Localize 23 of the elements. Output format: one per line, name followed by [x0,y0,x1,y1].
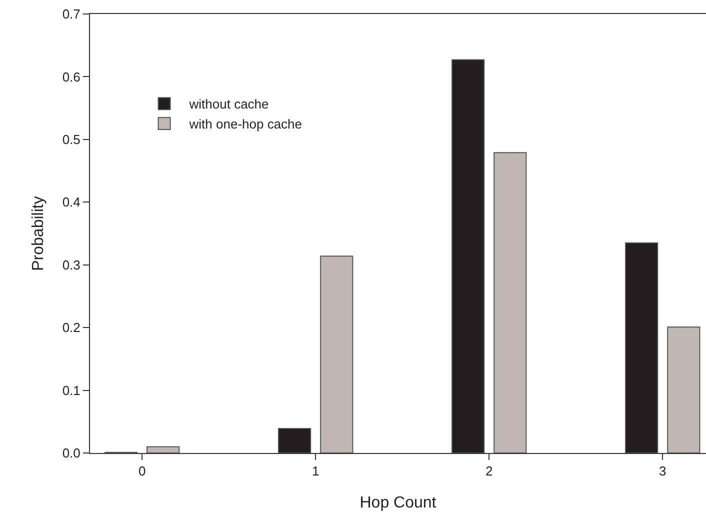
bar [494,152,527,453]
x-tick-label: 2 [485,464,493,479]
bar [625,242,658,453]
y-tick-label: 0.3 [62,257,80,272]
legend-label: with one-hop cache [188,116,302,132]
y-tick-label: 0.5 [62,132,80,147]
legend-label: without cache [188,96,269,112]
x-tick-label: 0 [138,464,146,479]
y-tick-label: 0.0 [62,446,80,461]
y-tick-label: 0.1 [62,382,80,398]
y-axis-title: Probability [30,196,48,271]
bar [320,256,354,453]
bar [146,446,180,453]
bar [667,326,700,453]
y-tick-label: 0.6 [62,69,80,84]
y-tick-label: 0.4 [62,194,80,210]
y-tick-label: 0.7 [62,6,80,22]
y-tick-label: 0.2 [62,320,80,336]
x-tick-label: 3 [659,464,666,479]
bar [452,59,485,453]
x-tick-label: 1 [312,464,320,479]
x-axis-title: Hop Count [360,494,437,512]
bar [278,428,312,453]
